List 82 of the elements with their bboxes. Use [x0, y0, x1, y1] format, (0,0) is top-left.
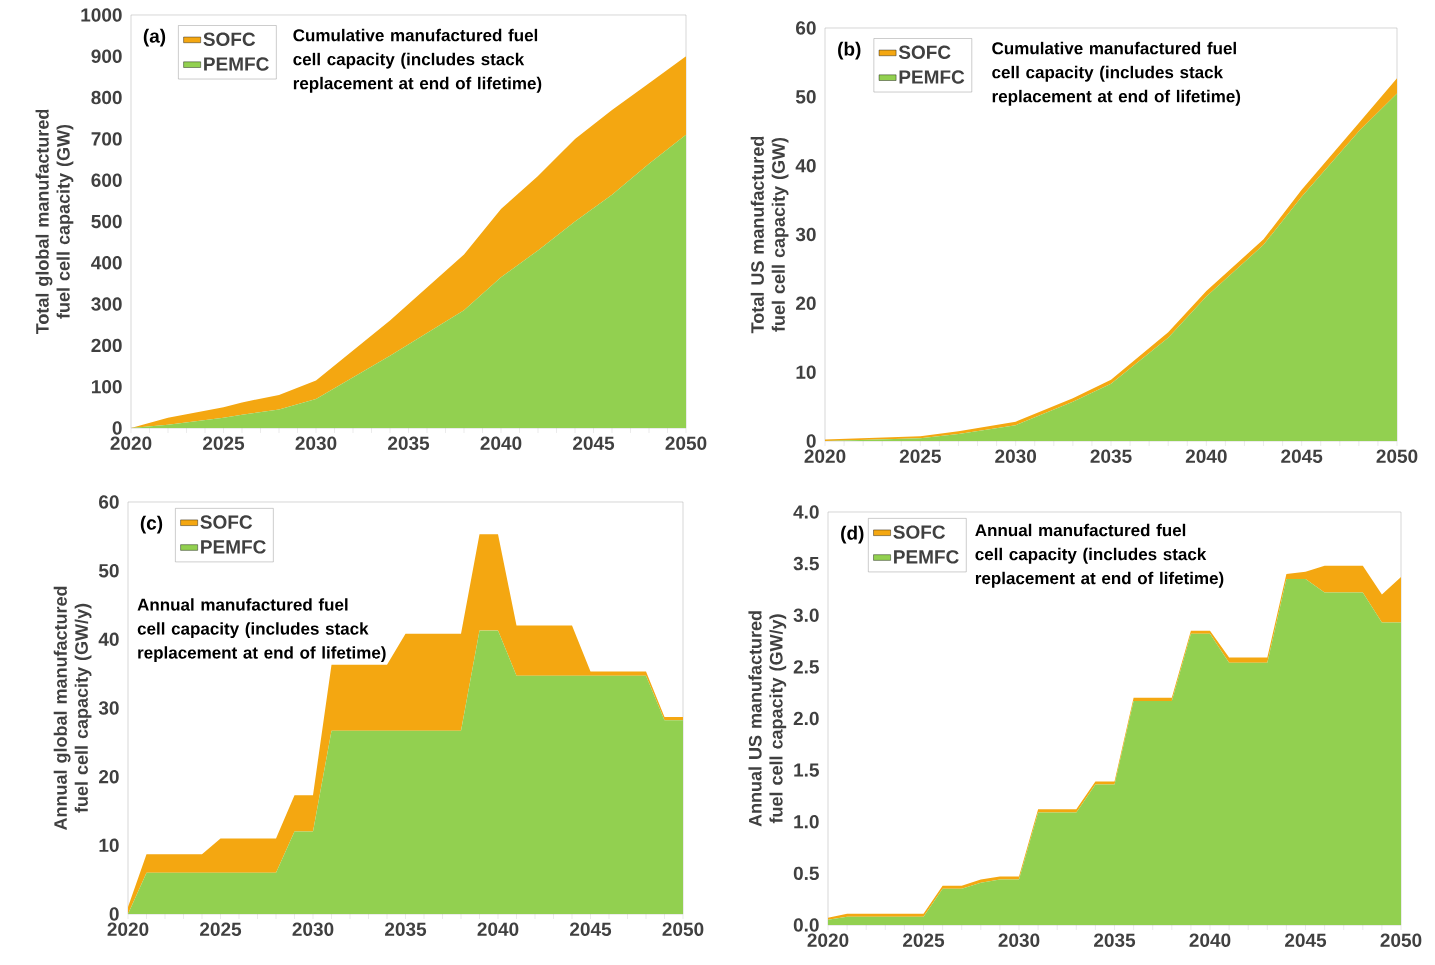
y-tick-label: 0 — [109, 907, 119, 921]
x-tick-label: 2040 — [1185, 449, 1227, 463]
y-tick-label: 200 — [91, 338, 122, 353]
y-tick-label: 50 — [795, 90, 816, 104]
y-tick-label: 60 — [99, 495, 119, 509]
y-tick-label: 20 — [99, 769, 119, 784]
x-tick-label: 2030 — [998, 933, 1040, 947]
y-tick-label: 500 — [91, 214, 122, 229]
legend-label: SOFC — [898, 45, 951, 59]
legend-label: PEMFC — [894, 550, 959, 564]
y-tick-label: 4.0 — [793, 505, 819, 519]
annotation: Cumulative manufactured fuel cell capacity (includes stack replacement at end of lifetime) — [293, 28, 542, 93]
text: (b) — [838, 41, 861, 60]
x-tick-label: 2035 — [388, 436, 430, 450]
y-tick-label: 900 — [91, 49, 122, 64]
x-tick-label: 2020 — [107, 922, 149, 936]
y-axis-title: Total US manufactured fuel cell capacity (GW) — [750, 136, 789, 334]
x-tick-label: 2040 — [480, 436, 522, 450]
legend-label: SOFC — [893, 525, 946, 539]
y-tick-label: 3.0 — [793, 608, 819, 622]
x-tick-label: 2040 — [1189, 933, 1231, 947]
x-tick-label: 2035 — [1094, 933, 1136, 947]
y-tick-label: 40 — [98, 632, 119, 647]
legend-label: SOFC — [200, 515, 253, 529]
annotation: Annual manufactured fuel cell capacity (includes stack replacement at end of lifetime) — [137, 598, 386, 663]
y-tick-label: 20 — [796, 296, 816, 311]
y-tick-label: 800 — [91, 90, 122, 105]
x-tick-label: 2030 — [292, 922, 334, 936]
y-tick-label: 1.5 — [794, 763, 819, 777]
y-tick-label: 1.0 — [794, 815, 819, 829]
y-tick-label: 30 — [795, 227, 816, 242]
x-tick-label: 2020 — [110, 436, 152, 450]
annotation: Annual manufactured fuel cell capacity (includes stack replacement at end of lifetime) — [975, 523, 1224, 588]
x-tick-label: 2030 — [295, 436, 337, 450]
y-tick-label: 300 — [91, 297, 122, 311]
x-tick-label: 2045 — [570, 922, 612, 936]
y-tick-label: 2.5 — [793, 660, 819, 674]
x-tick-label: 2045 — [573, 436, 615, 450]
y-tick-label: 60 — [796, 21, 816, 35]
y-tick-label: 100 — [91, 379, 122, 394]
x-tick-label: 2035 — [1090, 449, 1132, 463]
y-tick-label: 3.5 — [793, 556, 819, 571]
y-tick-label: 1000 — [81, 8, 122, 22]
x-tick-label: 2050 — [1380, 933, 1422, 947]
x-tick-label: 2040 — [477, 922, 519, 936]
legend-label: SOFC — [203, 32, 256, 46]
y-tick-label: 50 — [98, 563, 119, 578]
y-axis-title: Annual global manufactured fuel cell capacity (GW/y) — [53, 586, 92, 831]
y-tick-label: 0 — [806, 434, 816, 448]
y-tick-label: 30 — [98, 701, 119, 715]
y-tick-label: 0 — [112, 421, 122, 435]
y-tick-label: 10 — [796, 365, 816, 379]
y-tick-label: 700 — [91, 132, 122, 146]
y-tick-label: 10 — [99, 838, 119, 853]
y-tick-label: 40 — [795, 158, 816, 173]
x-tick-label: 2020 — [807, 933, 849, 947]
y-tick-label: 2.0 — [793, 711, 819, 726]
y-tick-label: 600 — [91, 173, 122, 187]
legend-label: PEMFC — [204, 57, 269, 71]
legend-label: PEMFC — [899, 70, 965, 84]
y-tick-label: 0.0 — [793, 918, 819, 932]
x-tick-label: 2020 — [804, 449, 846, 463]
text: (c) — [140, 515, 163, 534]
x-tick-label: 2025 — [903, 933, 945, 947]
x-tick-label: 2025 — [203, 436, 245, 450]
x-tick-label: 2045 — [1281, 449, 1323, 463]
x-tick-label: 2050 — [662, 922, 704, 936]
x-tick-label: 2035 — [385, 922, 427, 936]
x-tick-label: 2045 — [1285, 933, 1327, 947]
x-tick-label: 2025 — [200, 922, 242, 936]
y-tick-label: 400 — [91, 256, 122, 270]
y-axis-title: Total global manufactured fuel cell capacity (GW) — [35, 109, 74, 335]
legend-label: PEMFC — [201, 540, 266, 554]
annotation: Cumulative manufactured fuel cell capacity (includes stack replacement at end of lifetime) — [992, 41, 1241, 106]
x-tick-label: 2050 — [1376, 449, 1418, 463]
y-axis-title: Annual US manufactured fuel cell capacity (GW/y) — [748, 611, 787, 827]
x-tick-label: 2025 — [899, 449, 941, 463]
text: (a) — [143, 28, 166, 47]
y-tick-label: 0.5 — [793, 866, 819, 881]
x-tick-label: 2050 — [665, 436, 707, 450]
x-tick-label: 2030 — [995, 449, 1037, 463]
text: (d) — [841, 525, 864, 544]
